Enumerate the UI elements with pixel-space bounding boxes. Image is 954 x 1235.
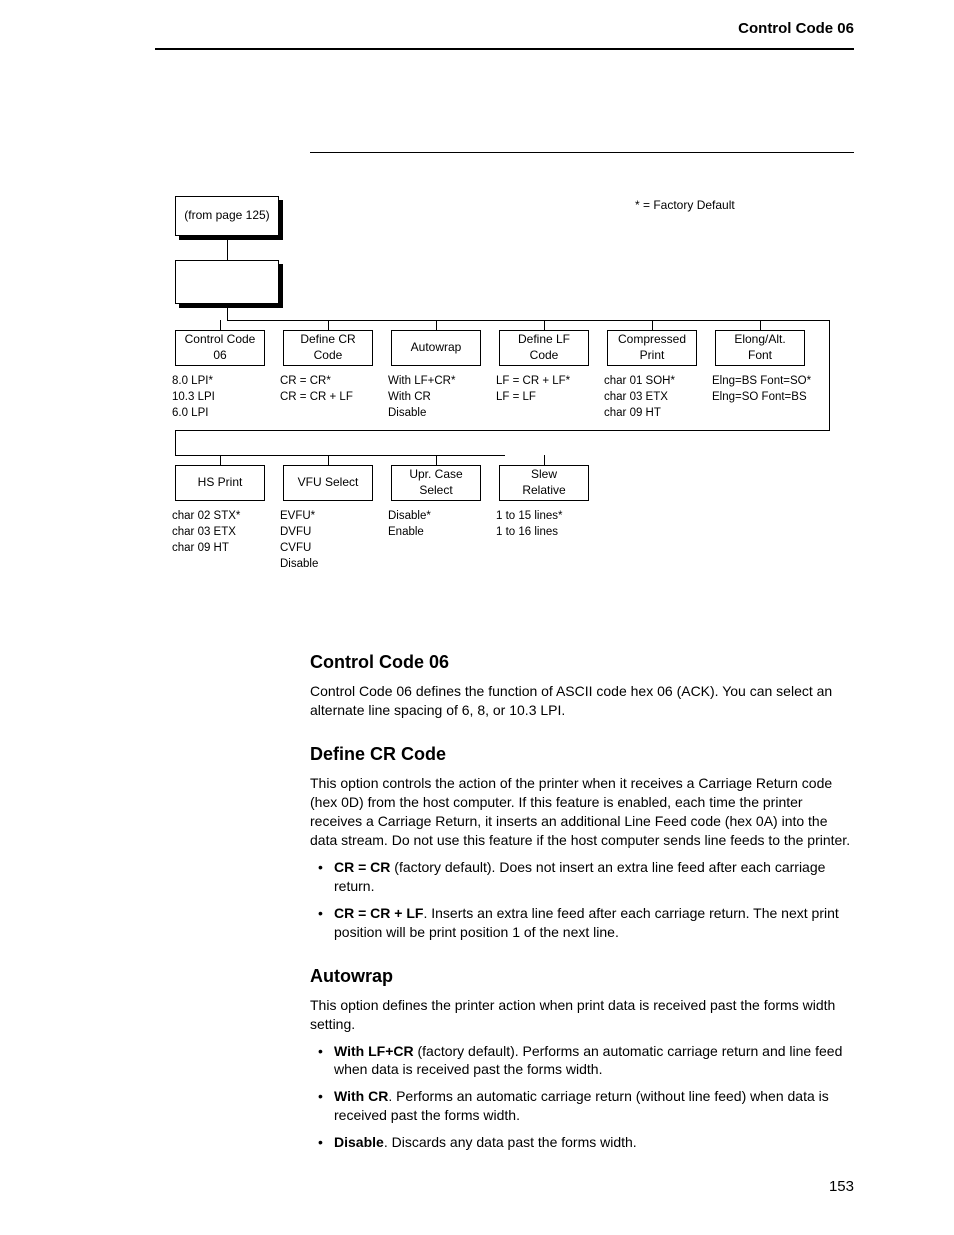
factory-default-note: * = Factory Default bbox=[635, 198, 735, 212]
bullet-cr-crlf: CR = CR + LF. Inserts an extra line feed… bbox=[310, 904, 854, 942]
opts-vfu-select: EVFU*DVFUCVFUDisable bbox=[280, 508, 390, 572]
opts-control-code-06: 8.0 LPI*10.3 LPI6.0 LPI bbox=[172, 373, 286, 421]
menu-diagram: * = Factory Default (from page 125) Cont… bbox=[175, 190, 875, 605]
box-slew-relative: Slew Relative bbox=[499, 465, 589, 501]
conn-row1-elong-alt-font bbox=[760, 320, 761, 330]
conn-row1-define-lf-code bbox=[544, 320, 545, 330]
box-compressed-print: Compressed Print bbox=[607, 330, 697, 366]
row2-bus bbox=[175, 455, 505, 456]
root-box: (from page 125) bbox=[175, 196, 279, 236]
header-section-title: Control Code 06 bbox=[738, 20, 854, 37]
bullet-aw-disable-label: Disable bbox=[334, 1134, 384, 1150]
page-number: 153 bbox=[829, 1178, 854, 1195]
box-vfu-select: VFU Select bbox=[283, 465, 373, 501]
opts-elong-alt-font: Elng=BS Font=SO*Elng=SO Font=BS bbox=[712, 373, 826, 405]
sub-rule bbox=[310, 152, 854, 153]
bullet-aw-disable: Disable. Discards any data past the form… bbox=[310, 1133, 854, 1152]
p-control-code-06: Control Code 06 defines the function of … bbox=[310, 682, 854, 720]
row2-left-v bbox=[175, 430, 176, 455]
conn-row2-hs-print bbox=[220, 455, 221, 465]
row2-right-h bbox=[175, 430, 830, 431]
box-define-cr-code: Define CR Code bbox=[283, 330, 373, 366]
opts-hs-print: char 02 STX*char 03 ETXchar 09 HT bbox=[172, 508, 282, 556]
conn-root-v bbox=[227, 236, 228, 260]
conn-row1-define-cr-code bbox=[328, 320, 329, 330]
bullet-cr-cr-text: (factory default). Does not insert an ex… bbox=[334, 859, 825, 894]
top-rule bbox=[155, 48, 854, 50]
conn-row2-slew-relative bbox=[544, 455, 545, 465]
opts-compressed-print: char 01 SOH*char 03 ETXchar 09 HT bbox=[604, 373, 718, 421]
bullet-aw-cr-label: With CR bbox=[334, 1088, 388, 1104]
box-hs-print: HS Print bbox=[175, 465, 265, 501]
row1-bus bbox=[227, 320, 829, 321]
conn-row2-upr-case-select bbox=[436, 455, 437, 465]
bullet-aw-disable-text: . Discards any data past the forms width… bbox=[384, 1134, 637, 1150]
conn-row1-compressed-print bbox=[652, 320, 653, 330]
opts-upr-case-select: Disable*Enable bbox=[388, 508, 498, 540]
body-content: Control Code 06 Control Code 06 defines … bbox=[310, 628, 854, 1160]
opts-autowrap: With LF+CR*With CRDisable bbox=[388, 373, 502, 421]
row1-feed bbox=[227, 304, 228, 320]
opts-slew-relative: 1 to 15 lines*1 to 16 lines bbox=[496, 508, 606, 540]
conn-row1-control-code-06 bbox=[220, 320, 221, 330]
h-autowrap: Autowrap bbox=[310, 964, 854, 988]
box-upr-case-select: Upr. Case Select bbox=[391, 465, 481, 501]
conn-row2-vfu-select bbox=[328, 455, 329, 465]
box-control-code-06: Control Code 06 bbox=[175, 330, 265, 366]
bullet-cr-cr: CR = CR (factory default). Does not inse… bbox=[310, 858, 854, 896]
bullet-cr-cr-label: CR = CR bbox=[334, 859, 390, 875]
box-define-lf-code: Define LF Code bbox=[499, 330, 589, 366]
box-autowrap: Autowrap bbox=[391, 330, 481, 366]
h-control-code-06: Control Code 06 bbox=[310, 650, 854, 674]
opts-define-cr-code: CR = CR*CR = CR + LF bbox=[280, 373, 394, 405]
opts-define-lf-code: LF = CR + LF*LF = LF bbox=[496, 373, 610, 405]
bullet-aw-cr: With CR. Performs an automatic carriage … bbox=[310, 1087, 854, 1125]
row1-to-row2-r bbox=[829, 320, 830, 430]
p-autowrap: This option defines the printer action w… bbox=[310, 996, 854, 1034]
p-define-cr: This option controls the action of the p… bbox=[310, 774, 854, 850]
root-box2 bbox=[175, 260, 279, 304]
bullet-aw-lfcr: With LF+CR (factory default). Performs a… bbox=[310, 1042, 854, 1080]
conn-row1-autowrap bbox=[436, 320, 437, 330]
h-define-cr: Define CR Code bbox=[310, 742, 854, 766]
bullet-cr-crlf-label: CR = CR + LF bbox=[334, 905, 423, 921]
bullet-aw-cr-text: . Performs an automatic carriage return … bbox=[334, 1088, 829, 1123]
page: Control Code 06 * = Factory Default (fro… bbox=[0, 0, 954, 1235]
box-elong-alt-font: Elong/Alt. Font bbox=[715, 330, 805, 366]
bullet-aw-lfcr-label: With LF+CR bbox=[334, 1043, 414, 1059]
